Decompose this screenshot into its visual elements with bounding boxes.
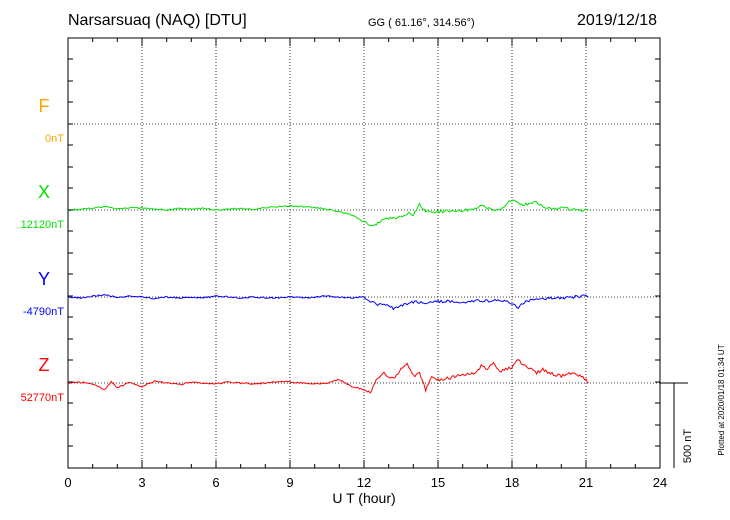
x-axis-label: U T (hour): [332, 490, 395, 506]
x-tick-label-15: 15: [431, 475, 445, 490]
baseline-value-F: 0nT: [45, 133, 64, 145]
coordinates-label: GG ( 61.16°, 314.56°): [368, 17, 475, 29]
series-group: [67, 199, 589, 394]
series-line-X: [67, 199, 589, 226]
plot-frame: [67, 37, 661, 469]
x-axis: 0 3 6 9 12 15 18 21 24: [64, 38, 667, 490]
baseline-value-Y: -4790nT: [23, 306, 64, 318]
x-tick-label-0: 0: [64, 475, 71, 490]
x-tick-label-21: 21: [579, 475, 593, 490]
x-tick-label-12: 12: [357, 475, 371, 490]
component-label-Z: Z: [39, 355, 50, 375]
component-label-F: F: [39, 96, 50, 116]
component-label-Y: Y: [38, 269, 50, 289]
date-label: 2019/12/18: [577, 12, 658, 29]
x-tick-label-3: 3: [138, 475, 145, 490]
baseline-value-X: 12120nT: [21, 219, 65, 231]
component-label-X: X: [38, 182, 50, 202]
component-labels: F 0nT X 12120nT Y -4790nT Z 52770nT: [21, 96, 65, 404]
x-tick-label-18: 18: [505, 475, 519, 490]
scale-bar-label: 500 nT: [682, 429, 694, 464]
baseline-value-Z: 52770nT: [21, 392, 65, 404]
grid-lines: [68, 38, 660, 468]
station-title: Narsarsuaq (NAQ) [DTU]: [68, 12, 247, 29]
series-line-Y: [67, 294, 589, 311]
x-tick-label-9: 9: [286, 475, 293, 490]
x-tick-label-6: 6: [212, 475, 219, 490]
x-tick-label-24: 24: [653, 475, 667, 490]
series-line-Z: [67, 359, 589, 394]
plotted-at-note: Plotted at 2020/01/18 01:34 UT: [717, 344, 726, 455]
scale-bar: 500 nT: [660, 382, 694, 468]
